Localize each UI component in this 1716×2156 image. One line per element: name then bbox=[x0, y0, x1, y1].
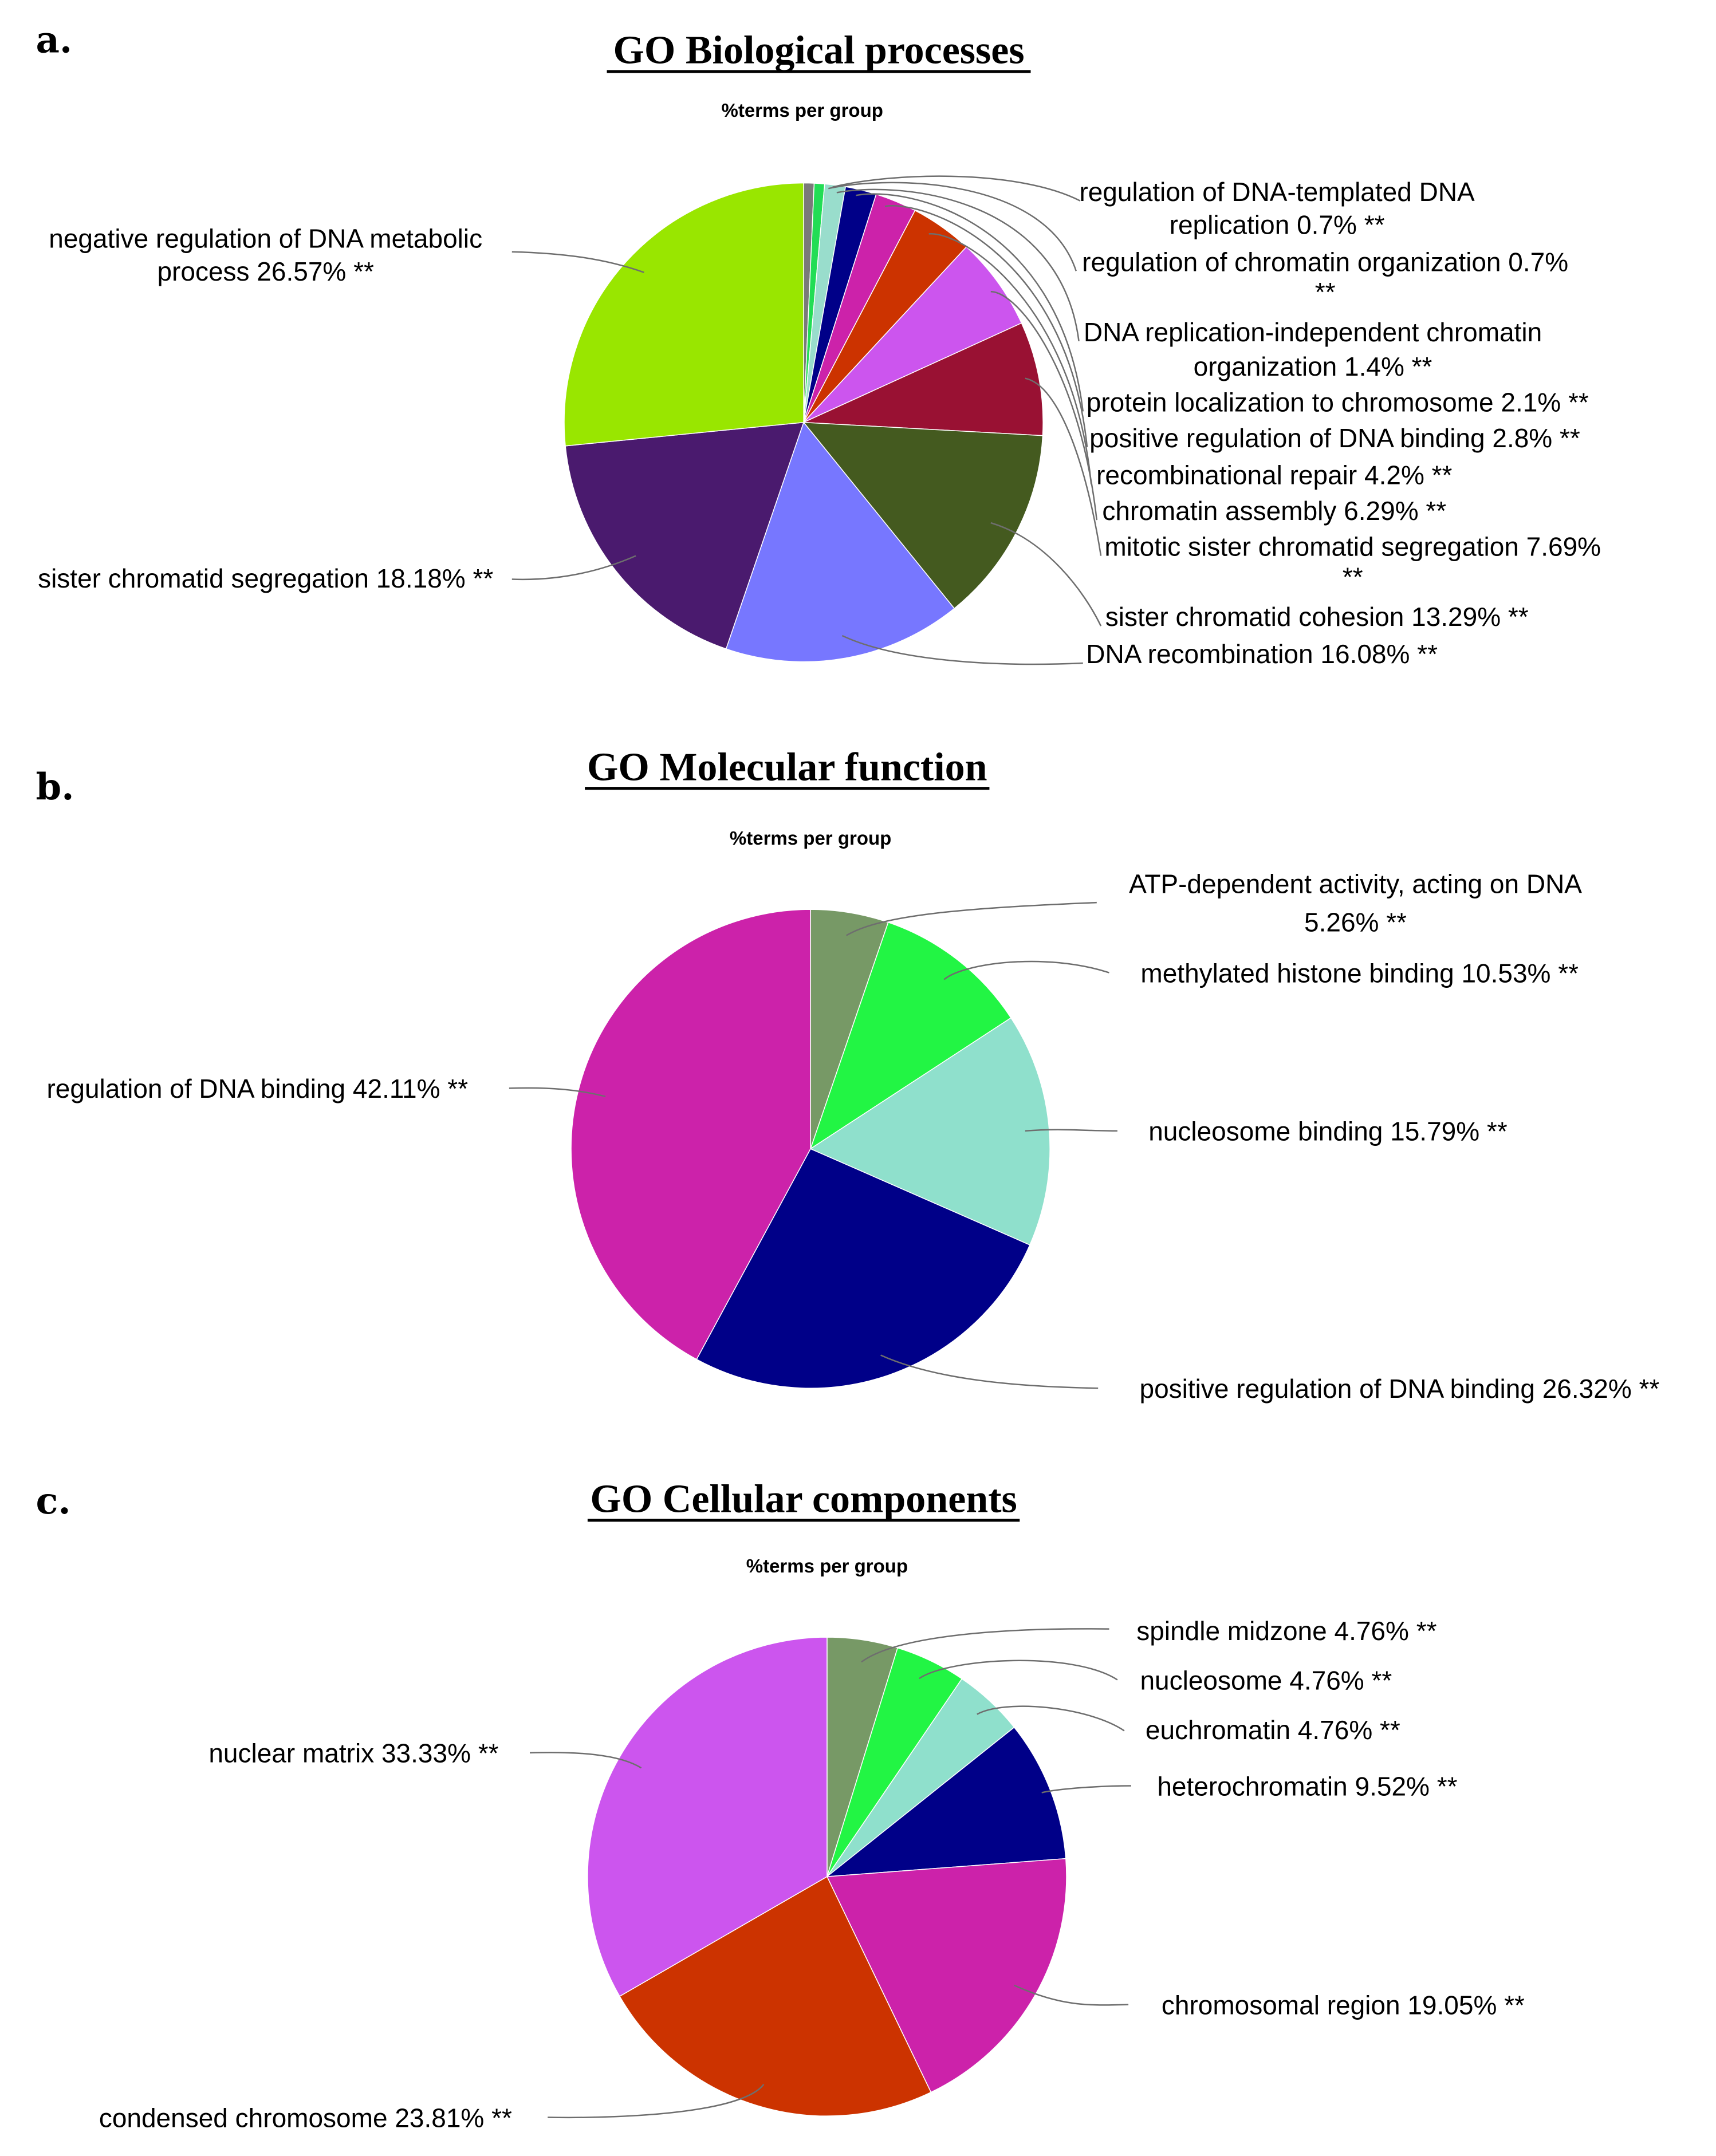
leader-line-dna-replication-independent-chromatin-organization bbox=[836, 188, 1080, 341]
panel-letter: c. bbox=[36, 1480, 70, 1523]
slice-label-negative-regulation-of-dna-metabolic-process: negative regulation of DNA metabolic proc… bbox=[49, 223, 482, 286]
chart-subtitle: %terms per group bbox=[746, 1555, 908, 1576]
pie-slice-condensed-chromosome bbox=[619, 1876, 932, 2116]
chart-go-biological-processes: a. GO Biological processes %terms per grou… bbox=[36, 18, 1601, 669]
pie-slice-nuclear-matrix bbox=[587, 1637, 828, 1997]
pie-slice-methylated-histone-binding bbox=[809, 921, 1012, 1150]
slice-label-chromosomal-region: chromosomal region 19.05% ** bbox=[1162, 1990, 1525, 2020]
slice-label-spindle-midzone: spindle midzone 4.76% ** bbox=[1136, 1616, 1436, 1646]
panel-letter: b. bbox=[36, 766, 74, 809]
leader-line-regulation-of-dna-binding bbox=[509, 1087, 606, 1098]
slice-label-methylated-histone-binding: methylated histone binding 10.53% ** bbox=[1140, 958, 1579, 988]
leader-line-spindle-midzone bbox=[861, 1628, 1109, 1663]
leader-line-methylated-histone-binding bbox=[943, 960, 1109, 980]
pie-slice-heterochromatin bbox=[825, 1727, 1066, 1878]
pie-slice-sister-chromatid-segregation bbox=[565, 421, 805, 650]
leader-line-sister-chromatid-segregation bbox=[511, 555, 636, 581]
chart-go-cellular-components: c. GO Cellular components %terms per group… bbox=[36, 1477, 1525, 2133]
leader-line-regulation-of-chromatin-organization bbox=[828, 182, 1077, 271]
slice-label-positive-regulation-of-dna-binding: positive regulation of DNA binding 26.32… bbox=[1140, 1374, 1660, 1404]
chart-title: GO Biological processes bbox=[613, 29, 1024, 73]
chart-title: GO Cellular components bbox=[590, 1477, 1017, 1521]
chart-subtitle: %terms per group bbox=[730, 827, 891, 849]
leader-line-atp-dependent-activity-acting-on-dna bbox=[845, 901, 1097, 936]
slice-label-dna-replication-independent-chromatin-organization: DNA replication-independent chromatin org… bbox=[1084, 317, 1542, 381]
leader-line-dna-recombination bbox=[841, 634, 1083, 665]
slice-label-nuclear-matrix: nuclear matrix 33.33% ** bbox=[208, 1739, 498, 1768]
leader-line-sister-chromatid-cohesion bbox=[990, 522, 1102, 626]
leader-line-negative-regulation-of-dna-metabolic-process bbox=[511, 251, 644, 273]
leader-line-recombinational-repair bbox=[928, 233, 1092, 484]
slice-label-heterochromatin: heterochromatin 9.52% ** bbox=[1157, 1771, 1457, 1801]
slice-label-condensed-chromosome: condensed chromosome 23.81% ** bbox=[99, 2103, 512, 2133]
leader-line-nuclear-matrix bbox=[529, 1752, 642, 1769]
slice-label-euchromatin: euchromatin 4.76% ** bbox=[1146, 1715, 1400, 1745]
slice-label-nucleosome: nucleosome 4.76% ** bbox=[1140, 1665, 1392, 1695]
chart-title: GO Molecular function bbox=[587, 745, 987, 789]
slice-label-regulation-of-dna-templated-dna-replication: regulation of DNA-templated DNA replicati… bbox=[1079, 177, 1475, 240]
leader-line-mitotic-sister-chromatid-segregation bbox=[1025, 377, 1102, 556]
leader-line-condensed-chromosome bbox=[548, 2084, 765, 2119]
leader-line-protein-localization-to-chromosome bbox=[856, 193, 1084, 412]
pie-slice-chromatin-assembly bbox=[803, 246, 1022, 423]
slice-label-atp-dependent-activity-acting-on-dna: ATP-dependent activity, acting on DNA 5.2… bbox=[1129, 869, 1582, 937]
leader-line-positive-regulation-of-dna-binding bbox=[880, 1354, 1099, 1389]
chart-subtitle: %terms per group bbox=[722, 100, 883, 121]
leader-line-chromatin-assembly bbox=[990, 291, 1098, 521]
pie-slice-mitotic-sister-chromatid-segregation bbox=[803, 322, 1044, 436]
slice-label-sister-chromatid-cohesion: sister chromatid cohesion 13.29% ** bbox=[1105, 602, 1529, 632]
leader-line-euchromatin bbox=[977, 1705, 1125, 1732]
pie-slice-negative-regulation-of-dna-metabolic-process bbox=[564, 182, 804, 447]
panel-letter: a. bbox=[36, 18, 72, 61]
leader-line-heterochromatin bbox=[1041, 1785, 1131, 1794]
leader-line-chromosomal-region bbox=[1014, 1984, 1129, 2006]
pie-slice-sister-chromatid-cohesion bbox=[802, 421, 1044, 609]
pie-slice-chromosomal-region bbox=[826, 1858, 1067, 2093]
slice-label-positive-regulation-of-dna-binding: positive regulation of DNA binding 2.8% … bbox=[1089, 423, 1580, 453]
slice-label-dna-recombination: DNA recombination 16.08% ** bbox=[1086, 639, 1438, 669]
pie-slice-regulation-of-dna-binding bbox=[570, 909, 811, 1360]
pie-slice-positive-regulation-of-dna-binding bbox=[696, 1148, 1030, 1389]
slice-label-chromatin-assembly: chromatin assembly 6.29% ** bbox=[1102, 496, 1446, 526]
leader-line-regulation-of-dna-templated-dna-replication bbox=[832, 175, 1081, 202]
slice-label-regulation-of-chromatin-organization: regulation of chromatin organization 0.7… bbox=[1082, 247, 1568, 307]
pie-slice-dna-recombination bbox=[725, 421, 955, 663]
leader-line-nucleosome bbox=[919, 1660, 1118, 1681]
leader-line-nucleosome-binding bbox=[1025, 1129, 1117, 1132]
pie-slice-nucleosome-binding bbox=[809, 1017, 1050, 1246]
slice-label-nucleosome-binding: nucleosome binding 15.79% ** bbox=[1148, 1117, 1508, 1146]
chart-go-molecular-function: b. GO Molecular function %terms per group A… bbox=[36, 745, 1659, 1404]
slice-label-mitotic-sister-chromatid-segregation: mitotic sister chromatid segregation 7.6… bbox=[1104, 532, 1601, 592]
slice-label-sister-chromatid-segregation: sister chromatid segregation 18.18% ** bbox=[38, 563, 493, 593]
slice-label-protein-localization-to-chromosome: protein localization to chromosome 2.1% … bbox=[1087, 387, 1589, 417]
slice-label-recombinational-repair: recombinational repair 4.2% ** bbox=[1096, 460, 1452, 490]
slice-label-regulation-of-dna-binding: regulation of DNA binding 42.11% ** bbox=[46, 1074, 468, 1103]
leader-line-positive-regulation-of-dna-binding bbox=[884, 205, 1088, 447]
